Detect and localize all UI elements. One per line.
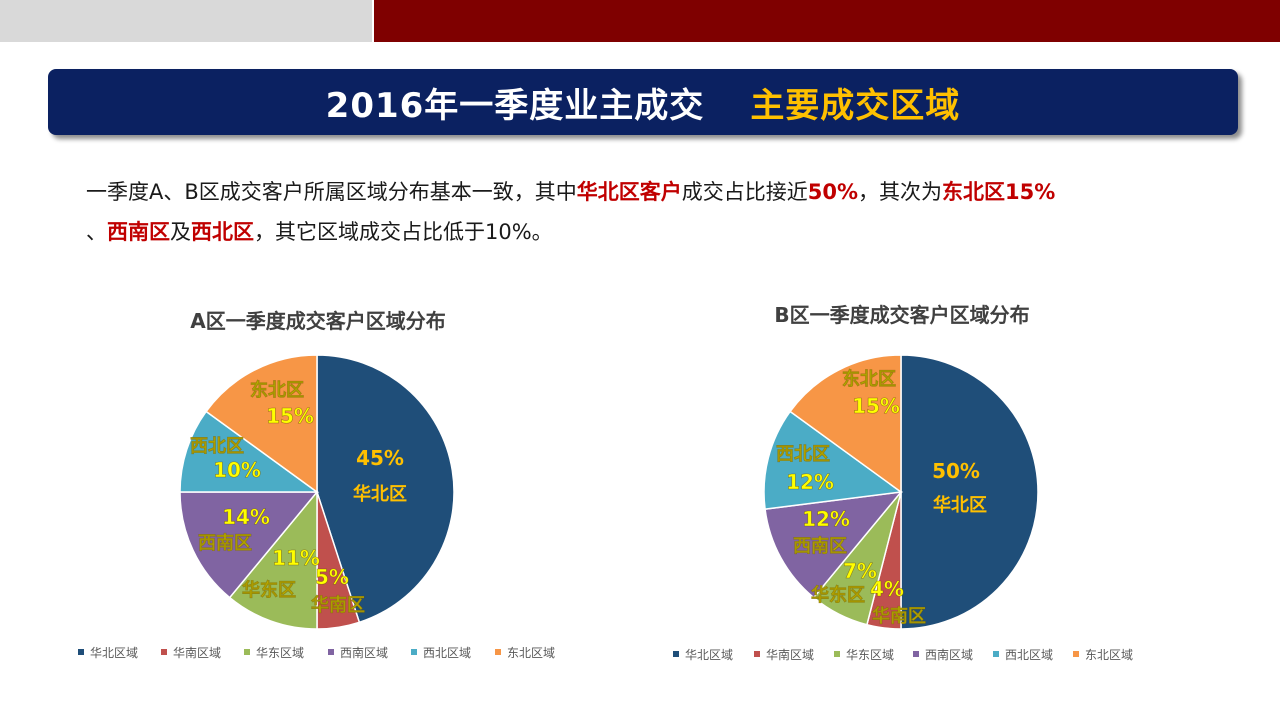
legend-swatch: [78, 649, 84, 655]
top-gray-band: [0, 0, 372, 42]
title-highlight: 主要成交区域: [750, 85, 961, 126]
data-label-category: 华南区: [311, 594, 365, 616]
data-label-value: 15%: [852, 394, 900, 418]
legend-swatch: [411, 649, 417, 655]
data-label-category: 西北区: [776, 444, 830, 465]
data-label-category: 东北区: [250, 379, 304, 401]
legend-item-label: 华南区域: [766, 647, 814, 662]
pie-slice: [205, 354, 318, 494]
data-label-category: 华北区: [353, 483, 407, 505]
legend-item-label: 华南区域: [173, 645, 221, 660]
desc-highlight: 西北区: [191, 220, 254, 244]
legend-item-label: 西北区域: [423, 646, 471, 660]
title-bar: 2016年一季度业主成交 主要成交区域: [48, 69, 1238, 135]
pie-slice: [763, 410, 903, 511]
data-label-category: 华北区: [933, 494, 987, 516]
data-label-value: 15%: [266, 404, 314, 428]
data-label-category: 华南区: [872, 605, 926, 627]
legend-item-label: 东北区域: [1085, 648, 1133, 662]
desc-highlight: 华北区客户: [576, 180, 682, 204]
page-title: 2016年一季度业主成交 主要成交区域: [48, 69, 1238, 135]
description-line-2: 、西南区及西北区，其它区域成交占比低于10%。: [86, 212, 1206, 252]
legend-swatch: [161, 649, 167, 655]
legend-item-label: 华北区域: [685, 648, 733, 662]
data-label-value: 5%: [315, 565, 349, 589]
desc-text: ，其次为: [858, 180, 943, 204]
data-label-value: 12%: [802, 507, 850, 531]
legend-swatch: [495, 649, 501, 655]
data-label-value: 10%: [213, 458, 261, 482]
chart-title: B区一季度成交客户区域分布: [774, 303, 1029, 327]
desc-text: ，其它区域成交占比低于10%。: [254, 220, 553, 244]
pie-slice: [179, 491, 319, 599]
legend-item-label: 西南区域: [340, 645, 388, 660]
legend-swatch: [328, 649, 334, 655]
desc-text: 成交占比接近: [681, 180, 808, 204]
pie-slice: [316, 354, 455, 624]
desc-highlight: 西南区: [107, 220, 170, 244]
desc-highlight: 50%: [807, 180, 859, 204]
legend-item-label: 西北区域: [1005, 648, 1053, 662]
legend-swatch: [1073, 651, 1079, 657]
chart-title: A区一季度成交客户区域分布: [190, 309, 445, 333]
data-label-value: 11%: [272, 546, 320, 570]
data-label-category: 东北区: [842, 368, 896, 390]
desc-text: 及: [170, 220, 191, 244]
legend-item-label: 华北区域: [90, 646, 138, 660]
data-label-category: 西南区: [793, 535, 847, 557]
legend-item-label: 华东区域: [256, 646, 304, 660]
desc-text: 、: [86, 220, 107, 244]
legend-item-label: 东北区域: [507, 646, 555, 660]
data-label-value: 14%: [222, 505, 270, 529]
description: 一季度A、B区成交客户所属区域分布基本一致，其中华北区客户成交占比接近50%，其…: [86, 172, 1206, 252]
desc-highlight: 东北区: [942, 180, 1006, 204]
legend-swatch: [244, 649, 250, 655]
legend-swatch: [673, 651, 679, 657]
pie-slice: [900, 354, 1039, 630]
pie-slice: [179, 410, 320, 493]
pie-slice: [789, 354, 902, 494]
data-label-category: 华东区: [811, 584, 865, 606]
desc-text: 一季度A、B区成交客户所属区域分布基本一致，其中: [86, 180, 577, 204]
data-label-value: 7%: [843, 559, 877, 583]
data-label-category: 西南区: [198, 532, 252, 554]
pie-slice: [764, 491, 903, 599]
legend-item-label: 西南区域: [925, 647, 973, 662]
data-label-value: 50%: [932, 459, 980, 483]
data-label-category: 西北区: [190, 436, 244, 457]
pie-slice: [228, 489, 318, 630]
data-label-value: 12%: [786, 470, 834, 494]
description-line-1: 一季度A、B区成交客户所属区域分布基本一致，其中华北区客户成交占比接近50%，其…: [86, 172, 1206, 212]
legend-swatch: [834, 651, 840, 657]
legend-item-label: 华东区域: [846, 648, 894, 662]
legend-swatch: [754, 651, 760, 657]
desc-highlight: 15%: [1005, 180, 1056, 204]
legend-swatch: [913, 651, 919, 657]
data-label-category: 华东区: [242, 579, 296, 601]
data-label-value: 4%: [870, 577, 904, 601]
data-label-value: 45%: [356, 446, 404, 470]
legend-swatch: [993, 651, 999, 657]
title-main: 2016年一季度业主成交: [325, 85, 705, 126]
top-red-band: [374, 0, 1280, 42]
